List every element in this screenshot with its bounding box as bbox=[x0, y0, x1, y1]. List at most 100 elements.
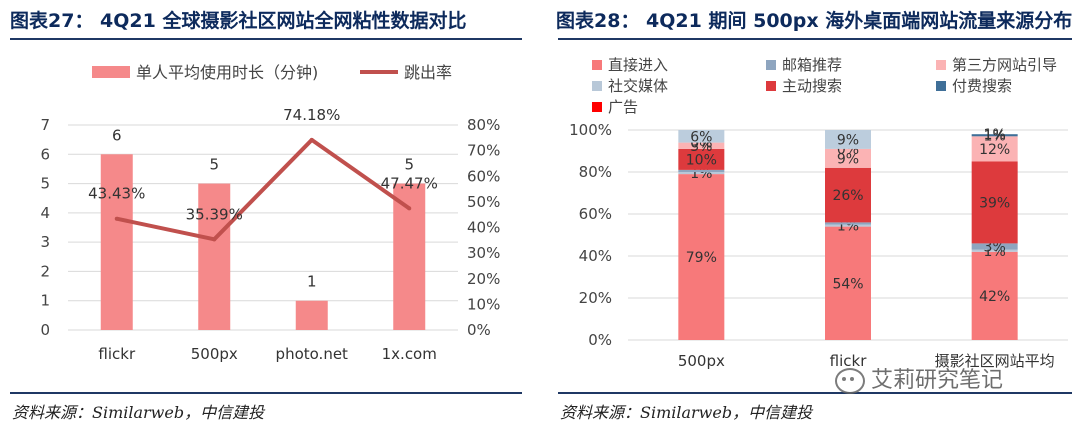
x-tick-label: flickr bbox=[98, 345, 136, 363]
segment-data-label: 3% bbox=[690, 139, 712, 155]
legend-label: 付费搜索 bbox=[952, 77, 1012, 95]
line-point bbox=[212, 237, 217, 242]
bar-segment bbox=[825, 148, 871, 168]
bar bbox=[295, 300, 328, 330]
legend-label: 单人平均使用时长（分钟) bbox=[136, 63, 318, 82]
segment-data-label: 9% bbox=[837, 132, 859, 148]
figure-title: 图表27： 4Q21 全球摄影社区网站全网粘性数据对比 bbox=[10, 10, 467, 32]
bar bbox=[100, 154, 133, 330]
segment-data-label: 10% bbox=[686, 152, 717, 168]
line-data-label: 43.43% bbox=[88, 185, 145, 203]
y-left-tick-label: 3 bbox=[40, 233, 50, 251]
line-point bbox=[114, 216, 119, 221]
y-right-tick-label: 50% bbox=[467, 193, 500, 211]
y-left-tick-label: 5 bbox=[40, 175, 50, 193]
legend-swatch bbox=[592, 60, 602, 70]
y-right-tick-label: 60% bbox=[467, 167, 500, 185]
x-tick-label: photo.net bbox=[276, 345, 349, 363]
segment-data-label: 6% bbox=[690, 129, 712, 145]
bar-segment bbox=[678, 142, 725, 149]
segment-data-label: 79% bbox=[686, 250, 717, 266]
x-tick-label: 500px bbox=[678, 352, 725, 370]
legend-label: 跳出率 bbox=[404, 63, 452, 82]
x-tick-label: 1x.com bbox=[382, 345, 437, 363]
title-rule bbox=[558, 38, 1072, 40]
segment-data-label: 26% bbox=[832, 188, 863, 204]
legend-label: 直接进入 bbox=[608, 56, 668, 74]
legend-swatch bbox=[766, 81, 776, 91]
legend-label: 邮箱推荐 bbox=[782, 56, 842, 74]
segment-data-label: 1% bbox=[984, 128, 1006, 144]
y-right-tick-label: 80% bbox=[467, 116, 500, 134]
legend-swatch bbox=[592, 81, 602, 91]
x-tick-label: 摄影社区网站平均 bbox=[935, 352, 1055, 370]
figure-title: 图表28： 4Q21 期间 500px 海外桌面端网站流量来源分布 bbox=[556, 10, 1073, 32]
legend-label: 社交媒体 bbox=[608, 77, 668, 95]
bar-segment bbox=[678, 130, 725, 143]
legend-label: 广告 bbox=[608, 98, 638, 116]
bottom-rule bbox=[558, 392, 1072, 394]
line-data-label: 47.47% bbox=[381, 174, 438, 192]
y-left-tick-label: 1 bbox=[40, 292, 50, 310]
left-figure: 图表27： 4Q21 全球摄影社区网站全网粘性数据对比 0 1 2 3 4 5 6 7 0% 10… bbox=[0, 0, 530, 427]
y-tick-label: 80% bbox=[579, 163, 612, 181]
legend-swatch bbox=[592, 102, 602, 112]
y-right-tick-label: 70% bbox=[467, 142, 500, 160]
bar-data-label: 5 bbox=[209, 156, 219, 174]
bottom-rule bbox=[10, 392, 522, 394]
line-series bbox=[116, 137, 411, 242]
line-data-label: 35.39% bbox=[186, 205, 243, 223]
legend-label: 第三方网站引导 bbox=[952, 56, 1057, 74]
x-tick-label: 500px bbox=[191, 345, 238, 363]
y-tick-label: 100% bbox=[569, 121, 612, 139]
segment-data-label: 39% bbox=[979, 195, 1010, 211]
y-tick-label: 0% bbox=[588, 331, 612, 349]
y-tick-label: 40% bbox=[579, 247, 612, 265]
bar-segment bbox=[971, 249, 1018, 252]
source-note: 资料来源：Similarweb，中信建投 bbox=[12, 403, 265, 422]
segment-data-label: 42% bbox=[979, 289, 1010, 305]
bar-data-label: 6 bbox=[112, 126, 122, 144]
y-left-tick-label: 2 bbox=[40, 262, 50, 280]
stacked-bar-chart: 0%20%40%60%80%100%79%1%10%3%0%0%6%500px5… bbox=[569, 56, 1068, 370]
bar-data-label: 5 bbox=[404, 156, 414, 174]
bar-segment bbox=[825, 130, 871, 149]
y-left-tick-label: 0 bbox=[40, 321, 50, 339]
bar bbox=[393, 183, 426, 330]
legend-swatch bbox=[936, 60, 946, 70]
legend-swatch bbox=[766, 60, 776, 70]
bar-segment bbox=[825, 226, 871, 340]
y-right-tick-label: 40% bbox=[467, 219, 500, 237]
y-right-tick-label: 0% bbox=[467, 321, 491, 339]
legend-swatch bbox=[936, 81, 946, 91]
segment-data-label: 12% bbox=[979, 142, 1010, 158]
segment-data-label: 54% bbox=[832, 276, 863, 292]
bar-segment bbox=[971, 134, 1018, 137]
watermark-text: 艾莉研究笔记 bbox=[871, 368, 1004, 393]
right-figure: 图表28： 4Q21 期间 500px 海外桌面端网站流量来源分布 0% 20% 4… bbox=[548, 0, 1080, 427]
line-point bbox=[309, 137, 314, 142]
bar-segment bbox=[971, 136, 1018, 162]
bar-segment bbox=[825, 224, 871, 227]
bar-segment bbox=[971, 243, 1018, 250]
bar-segment bbox=[678, 169, 725, 172]
segment-data-label: 1% bbox=[984, 127, 1006, 143]
segment-data-label: 9% bbox=[837, 151, 859, 167]
legend-swatch-bar bbox=[92, 66, 130, 78]
line-point bbox=[407, 206, 412, 211]
combo-chart: 012345670%10%20%30%40%50%60%70%80%6515fl… bbox=[40, 63, 500, 363]
y-right-tick-label: 30% bbox=[467, 244, 500, 262]
bar-segment bbox=[678, 174, 725, 340]
bar-segment bbox=[971, 161, 1018, 244]
legend-label: 主动搜索 bbox=[782, 77, 842, 95]
y-right-tick-label: 20% bbox=[467, 270, 500, 288]
bar-segment bbox=[678, 172, 725, 175]
y-tick-label: 60% bbox=[579, 205, 612, 223]
y-left-tick-label: 6 bbox=[40, 145, 50, 163]
line-data-label: 74.18% bbox=[283, 106, 340, 124]
bar-data-label: 1 bbox=[307, 273, 317, 291]
bar-segment bbox=[678, 148, 725, 170]
y-left-tick-label: 4 bbox=[40, 204, 50, 222]
y-tick-label: 20% bbox=[579, 289, 612, 307]
y-right-tick-label: 10% bbox=[467, 295, 500, 313]
